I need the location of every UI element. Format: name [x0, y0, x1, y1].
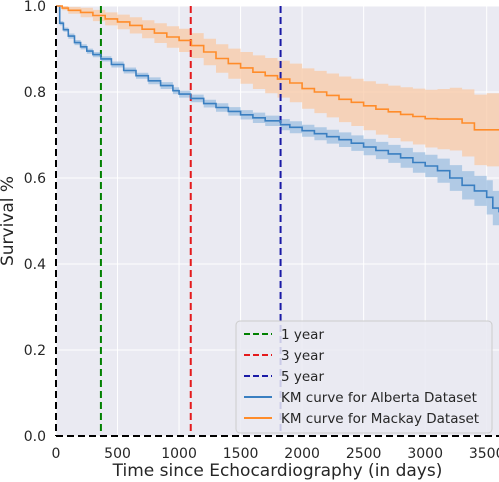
confidence-band-mackay — [56, 6, 499, 168]
x-tick-label: 0 — [52, 446, 61, 462]
legend-label: 3 year — [281, 348, 324, 364]
x-tick-label: 2500 — [346, 446, 382, 462]
confidence-bands — [56, 6, 499, 232]
legend-label: KM curve for Alberta Dataset — [281, 390, 477, 406]
axes-frame — [55, 6, 499, 437]
y-axis-ticks: 0.0 0.2 0.4 0.6 0.8 1.0 — [24, 0, 46, 445]
legend-label: KM curve for Mackay Dataset — [281, 411, 479, 427]
legend-label: 5 year — [281, 369, 324, 385]
km-curves — [56, 5, 499, 213]
x-tick-label: 3000 — [407, 446, 443, 462]
y-tick-label: 0.6 — [24, 171, 46, 187]
legend: 1 year 3 year 5 year KM curve for Alberta D… — [235, 320, 493, 434]
km-curve-mackay — [56, 5, 499, 131]
legend-label: 1 year — [281, 327, 324, 343]
legend-box — [235, 320, 493, 434]
x-tick-label: 1000 — [161, 446, 197, 462]
y-tick-label: 0.2 — [24, 343, 46, 359]
y-tick-label: 0.8 — [24, 85, 46, 101]
x-axis-label: Time since Echocardiography (in days) — [112, 461, 443, 481]
x-tick-label: 2000 — [284, 446, 320, 462]
x-tick-label: 500 — [104, 446, 131, 462]
km-curve-alberta — [56, 5, 499, 213]
y-tick-label: 0.0 — [24, 429, 46, 445]
x-tick-label: 1500 — [223, 446, 259, 462]
confidence-band-alberta — [56, 6, 499, 232]
y-tick-label: 0.4 — [24, 257, 46, 273]
y-axis-label: Survival % — [0, 176, 18, 266]
y-tick-label: 1.0 — [24, 0, 46, 15]
